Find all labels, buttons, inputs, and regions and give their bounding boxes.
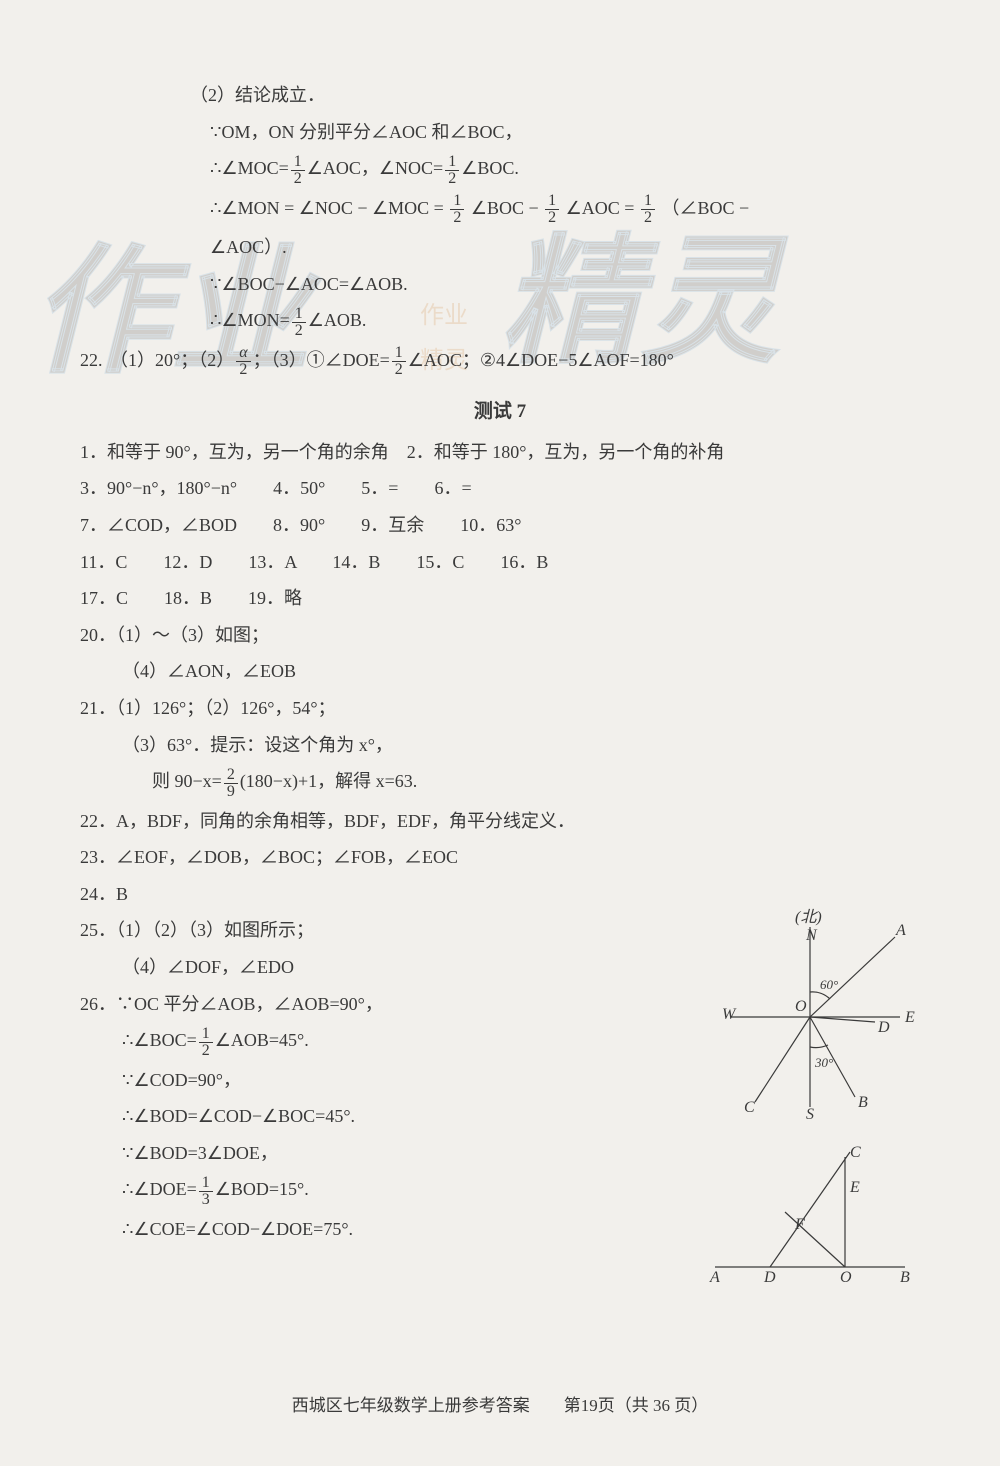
proof-l4: ∠AOC）.: [80, 232, 920, 263]
page-footer: 西城区七年级数学上册参考答案 第19页（共 36 页）: [0, 1391, 1000, 1416]
section-title: 测试 7: [80, 396, 920, 423]
svg-text:E: E: [904, 1009, 915, 1026]
svg-text:B: B: [858, 1094, 868, 1111]
ans-r6: 20．（1）～（3）如图；: [80, 620, 920, 651]
ans-r7b: （3）63°．提示：设这个角为 x°，: [80, 730, 920, 761]
svg-text:A: A: [895, 922, 906, 939]
ans-r6b: （4）∠AON，∠EOB: [80, 656, 920, 687]
svg-text:(北): (北): [795, 908, 822, 926]
svg-text:S: S: [806, 1106, 814, 1123]
svg-text:O: O: [840, 1269, 852, 1286]
diagram-lines: A D O B C E F: [700, 1137, 920, 1297]
ans-r5: 17．C 18．B 19．略: [80, 583, 920, 614]
svg-text:60°: 60°: [820, 977, 838, 992]
svg-text:B: B: [900, 1269, 910, 1286]
svg-text:O: O: [795, 998, 807, 1015]
svg-text:A: A: [709, 1269, 720, 1286]
proof-header: （2）结论成立．: [80, 80, 920, 111]
ans-r4: 11．C 12．D 13．A 14．B 15．C 16．B: [80, 547, 920, 578]
proof-l2: ∴∠MOC=12∠AOC，∠NOC=12∠BOC.: [80, 153, 920, 186]
proof-l1: ∵OM，ON 分别平分∠AOC 和∠BOC，: [80, 117, 920, 148]
ans-r8: 22．A，BDF，同角的余角相等，BDF，EDF，角平分线定义．: [80, 806, 920, 837]
proof-l5: ∵∠BOC−∠AOC=∠AOB.: [80, 269, 920, 300]
ans-r7: 21．（1）126°；（2）126°，54°；: [80, 693, 920, 724]
svg-text:F: F: [794, 1216, 805, 1233]
svg-text:30°: 30°: [814, 1055, 833, 1070]
svg-text:D: D: [763, 1269, 776, 1286]
svg-text:W: W: [722, 1006, 737, 1023]
ans-r3: 7．∠COD，∠BOD 8．90° 9．互余 10．63°: [80, 510, 920, 541]
ans-r10: 24．B: [80, 879, 920, 910]
ans-r7c: 则 90−x=29(180−x)+1，解得 x=63.: [80, 766, 920, 799]
ans-r2: 3．90°−n°，180°−n° 4．50° 5．= 6．=: [80, 473, 920, 504]
ans-r1: 1．和等于 90°，互为，另一个角的余角 2．和等于 180°，互为，另一个角的…: [80, 437, 920, 468]
svg-text:D: D: [877, 1019, 890, 1036]
svg-text:C: C: [850, 1144, 861, 1161]
proof-l3: ∴∠MON = ∠NOC − ∠MOC = 12 ∠BOC − 12 ∠AOC …: [80, 193, 920, 226]
q22-top: 22.（1）20°；（2）α2；（3）①∠DOE=12∠AOC；②4∠DOE−5…: [80, 345, 920, 378]
svg-text:E: E: [849, 1179, 860, 1196]
svg-text:C: C: [744, 1099, 755, 1116]
diagram-compass: (北) N A W O E D B C S 60° 30°: [700, 907, 920, 1107]
ans-r9: 23．∠EOF，∠DOB，∠BOC；∠FOB，∠EOC: [80, 842, 920, 873]
svg-text:N: N: [805, 927, 818, 944]
page-content: （2）结论成立． ∵OM，ON 分别平分∠AOC 和∠BOC， ∴∠MOC=12…: [80, 80, 920, 1250]
proof-l6: ∴∠MON=12∠AOB.: [80, 305, 920, 338]
